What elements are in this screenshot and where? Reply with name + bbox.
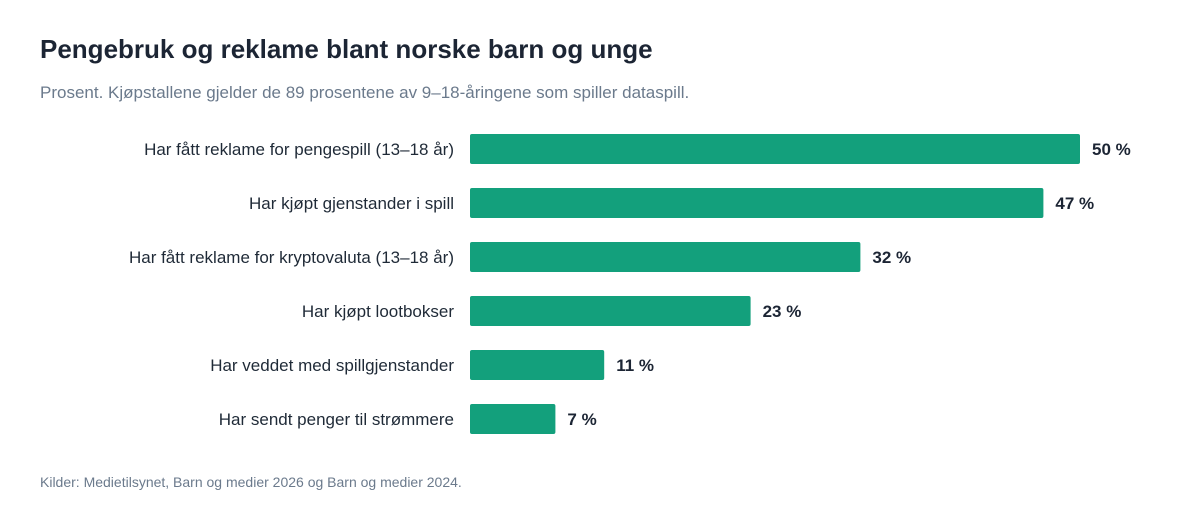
- value-label: 11 %: [616, 356, 654, 375]
- value-label: 23 %: [763, 302, 802, 321]
- category-label: Har kjøpt gjenstander i spill: [249, 194, 454, 213]
- chart-source: Kilder: Medietilsynet, Barn og medier 20…: [40, 474, 462, 490]
- bar: [470, 188, 1044, 218]
- bars-layer: Har fått reklame for pengespill (13–18 å…: [129, 134, 1131, 434]
- bar: [470, 404, 556, 434]
- chart-subtitle: Prosent. Kjøpstallene gjelder de 89 pros…: [40, 83, 690, 102]
- category-label: Har sendt penger til strømmere: [219, 410, 454, 429]
- value-label: 7 %: [567, 410, 596, 429]
- chart-title: Pengebruk og reklame blant norske barn o…: [40, 34, 653, 64]
- value-label: 47 %: [1055, 194, 1094, 213]
- bar: [470, 134, 1080, 164]
- category-label: Har veddet med spillgjenstander: [210, 356, 454, 375]
- bar: [470, 242, 861, 272]
- category-label: Har fått reklame for kryptovaluta (13–18…: [129, 248, 454, 267]
- bar: [470, 296, 751, 326]
- value-label: 50 %: [1092, 140, 1131, 159]
- category-label: Har kjøpt lootbokser: [302, 302, 454, 321]
- value-label: 32 %: [872, 248, 911, 267]
- category-label: Har fått reklame for pengespill (13–18 å…: [144, 140, 454, 159]
- bar: [470, 350, 605, 380]
